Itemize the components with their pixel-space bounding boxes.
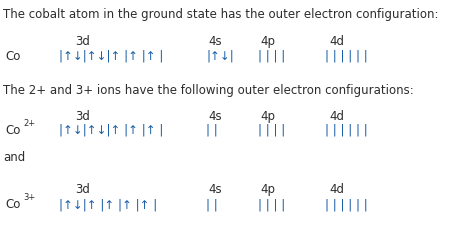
Text: 4d: 4d bbox=[329, 35, 344, 49]
Text: 4s: 4s bbox=[209, 183, 222, 196]
Text: | | | | | |: | | | | | | bbox=[325, 198, 367, 211]
Text: 4d: 4d bbox=[329, 183, 344, 196]
Text: 3d: 3d bbox=[75, 110, 91, 123]
Text: 3d: 3d bbox=[75, 35, 91, 49]
Text: | | | |: | | | | bbox=[258, 49, 285, 63]
Text: 4s: 4s bbox=[209, 35, 222, 49]
Text: and: and bbox=[3, 151, 26, 164]
Text: 2+: 2+ bbox=[24, 119, 36, 128]
Text: |↑↓|↑ |↑ |↑ |↑ |: |↑↓|↑ |↑ |↑ |↑ | bbox=[59, 198, 157, 211]
Text: The cobalt atom in the ground state has the outer electron configuration:: The cobalt atom in the ground state has … bbox=[3, 8, 439, 21]
Text: | | | |: | | | | bbox=[258, 198, 285, 211]
Text: | |: | | bbox=[206, 124, 218, 137]
Text: |↑↓|: |↑↓| bbox=[206, 49, 234, 63]
Text: 4p: 4p bbox=[260, 183, 275, 196]
Text: Co: Co bbox=[6, 124, 21, 137]
Text: Co: Co bbox=[6, 198, 21, 211]
Text: The 2+ and 3+ ions have the following outer electron configurations:: The 2+ and 3+ ions have the following ou… bbox=[3, 84, 414, 97]
Text: 4p: 4p bbox=[260, 35, 275, 49]
Text: Co: Co bbox=[6, 49, 21, 63]
Text: |↑↓|↑↓|↑ |↑ |↑ |: |↑↓|↑↓|↑ |↑ |↑ | bbox=[59, 49, 164, 63]
Text: | | | |: | | | | bbox=[258, 124, 285, 137]
Text: 4d: 4d bbox=[329, 110, 344, 123]
Text: | | | | | |: | | | | | | bbox=[325, 49, 367, 63]
Text: 3+: 3+ bbox=[24, 193, 36, 202]
Text: | |: | | bbox=[206, 198, 218, 211]
Text: 4p: 4p bbox=[260, 110, 275, 123]
Text: | | | | | |: | | | | | | bbox=[325, 124, 367, 137]
Text: |↑↓|↑↓|↑ |↑ |↑ |: |↑↓|↑↓|↑ |↑ |↑ | bbox=[59, 124, 164, 137]
Text: 3d: 3d bbox=[75, 183, 91, 196]
Text: 4s: 4s bbox=[209, 110, 222, 123]
